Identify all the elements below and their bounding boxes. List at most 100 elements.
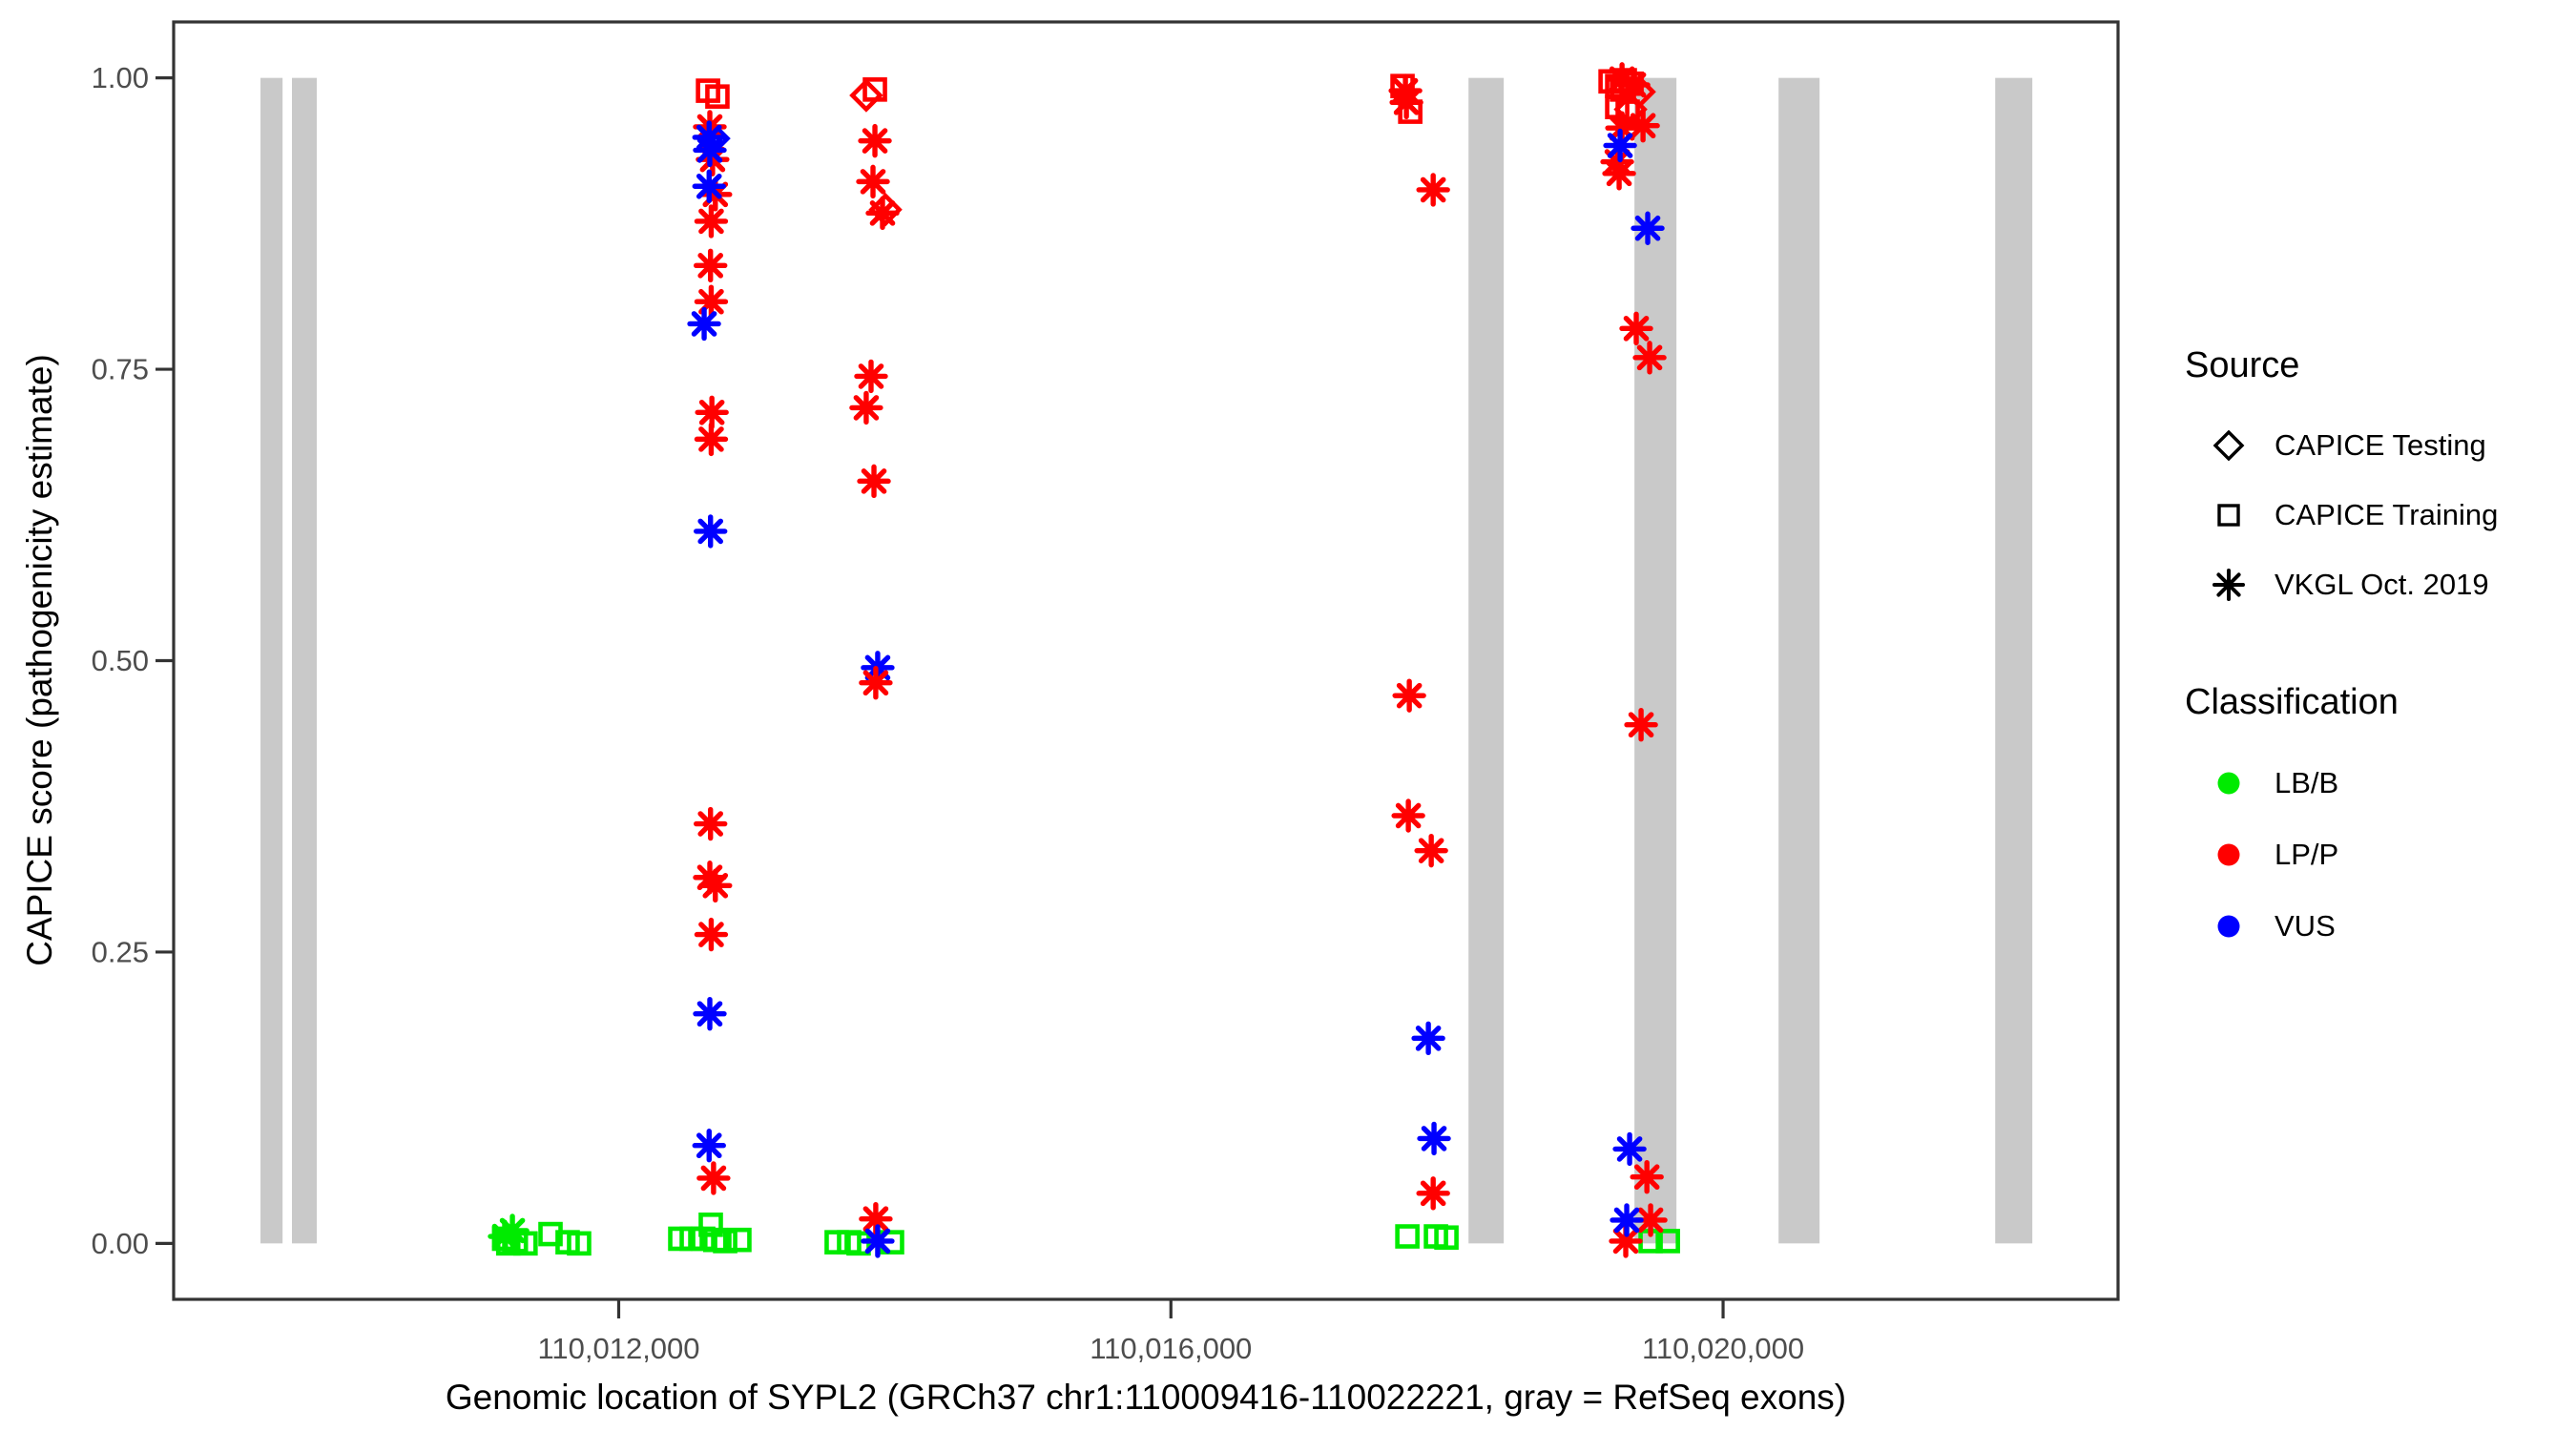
- data-point-asterisk: [1616, 68, 1651, 102]
- data-point-asterisk: [1610, 1203, 1644, 1237]
- data-point-asterisk: [1416, 1176, 1450, 1211]
- y-tick-label: 0.25: [92, 935, 149, 968]
- legend-label: VKGL Oct. 2019: [2275, 567, 2489, 601]
- data-point-asterisk: [693, 133, 727, 168]
- legend-label: LP/P: [2275, 837, 2339, 871]
- x-axis-title: Genomic location of SYPL2 (GRCh37 chr1:1…: [445, 1378, 1847, 1417]
- data-point-asterisk: [1411, 1021, 1445, 1056]
- data-point-asterisk: [1630, 1160, 1664, 1194]
- data-point-square: [1395, 1224, 1420, 1249]
- exon-bar: [1995, 77, 2033, 1244]
- legend-item-capice-training: CAPICE Training: [2185, 480, 2498, 550]
- data-point-asterisk: [687, 306, 721, 342]
- legend-item-vkgl: VKGL Oct. 2019: [2185, 550, 2498, 619]
- data-point-asterisk: [1416, 173, 1450, 207]
- exon-bar: [1468, 77, 1505, 1244]
- exon-bar: [1778, 77, 1820, 1244]
- data-point-asterisk: [694, 204, 729, 238]
- data-point-asterisk: [696, 1161, 731, 1195]
- green-dot-icon: [2217, 772, 2240, 794]
- data-point-asterisk: [695, 395, 729, 429]
- data-point-asterisk: [861, 1224, 895, 1258]
- data-point-asterisk: [698, 868, 733, 902]
- data-point-asterisk: [1417, 1121, 1451, 1156]
- data-point-square: [567, 1231, 592, 1256]
- data-point-asterisk: [857, 464, 891, 499]
- data-point-asterisk: [858, 123, 892, 158]
- data-point-square: [698, 1213, 723, 1237]
- data-point-asterisk: [859, 666, 893, 700]
- data-point-asterisk: [1633, 1203, 1668, 1237]
- data-point-asterisk: [856, 164, 890, 199]
- legend-item-capice-testing: CAPICE Testing: [2185, 410, 2498, 480]
- y-tick-label: 0.75: [92, 353, 149, 386]
- data-point-asterisk: [1605, 62, 1639, 96]
- legend-label: CAPICE Testing: [2275, 427, 2486, 462]
- data-point-asterisk: [693, 996, 727, 1031]
- data-point-asterisk: [1391, 798, 1425, 833]
- x-tick-label: 110,020,000: [1642, 1332, 1804, 1365]
- panel-border: [172, 20, 2120, 1301]
- asterisk-icon: [2212, 568, 2245, 601]
- y-axis-title: CAPICE score (pathogenicity estimate): [20, 354, 59, 966]
- legend-classification-title: Classification: [2185, 682, 2399, 722]
- x-tick-label: 110,016,000: [1090, 1332, 1252, 1365]
- data-point-asterisk: [694, 514, 728, 549]
- data-point-asterisk: [692, 1129, 726, 1163]
- exon-bar: [292, 77, 318, 1244]
- data-point-asterisk: [1632, 341, 1667, 375]
- data-point-square: [713, 1229, 737, 1254]
- exon-bar: [1634, 77, 1677, 1244]
- data-point-asterisk: [1605, 111, 1639, 145]
- data-point-diamond: [849, 78, 883, 113]
- legend-label: VUS: [2275, 908, 2336, 943]
- data-point-asterisk: [694, 284, 729, 319]
- red-dot-icon: [2217, 843, 2240, 865]
- data-point-asterisk: [1626, 109, 1660, 143]
- data-point-asterisk: [1603, 128, 1637, 163]
- data-point-square: [705, 84, 730, 109]
- data-point-asterisk: [694, 422, 729, 457]
- data-point-asterisk: [694, 806, 728, 841]
- open-square-icon: [2217, 503, 2240, 527]
- data-point-asterisk: [1631, 211, 1665, 245]
- data-point-square: [727, 1227, 752, 1253]
- data-point-square: [1434, 1225, 1459, 1251]
- data-point-asterisk: [1602, 156, 1636, 191]
- blue-dot-icon: [2217, 915, 2240, 937]
- data-point-asterisk: [1392, 678, 1426, 713]
- data-point-asterisk: [694, 248, 728, 283]
- data-point-asterisk: [696, 142, 730, 176]
- data-point-asterisk: [854, 359, 888, 394]
- legend-source: Source CAPICE Testing CAPICE Training: [2185, 343, 2498, 619]
- y-tick-label: 0.50: [92, 644, 149, 677]
- open-diamond-icon: [2212, 429, 2245, 461]
- data-point-asterisk: [1389, 85, 1423, 119]
- data-point-asterisk: [859, 1202, 893, 1236]
- data-point-asterisk: [694, 917, 729, 952]
- legend-label: LB/B: [2275, 765, 2339, 799]
- data-point-asterisk: [1619, 311, 1653, 346]
- data-point-asterisk: [692, 169, 726, 203]
- legend-item-vus: VUS: [2185, 890, 2399, 962]
- legend-item-lbb: LB/B: [2185, 747, 2399, 819]
- data-point-asterisk: [1612, 1131, 1647, 1167]
- data-point-asterisk: [488, 1219, 522, 1254]
- legend-label: CAPICE Training: [2275, 497, 2499, 531]
- x-tick-label: 110,012,000: [537, 1332, 699, 1365]
- data-point-square: [824, 1230, 849, 1255]
- y-tick-label: 0.00: [92, 1227, 149, 1260]
- y-tick-label: 1.00: [92, 61, 149, 94]
- exon-bar: [260, 77, 283, 1244]
- legend-classification: Classification LB/B LP/P VUS: [2185, 680, 2399, 962]
- legend-source-title: Source: [2185, 345, 2300, 385]
- data-point-asterisk: [1609, 1224, 1643, 1258]
- legend-item-lpp: LP/P: [2185, 819, 2399, 890]
- data-point-asterisk: [849, 390, 883, 425]
- data-point-asterisk: [1624, 707, 1658, 742]
- data-point-asterisk: [865, 196, 900, 231]
- data-point-asterisk: [1414, 833, 1448, 868]
- data-point-square: [513, 1231, 538, 1256]
